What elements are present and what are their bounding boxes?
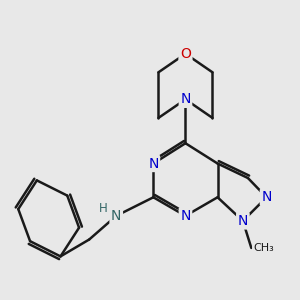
Text: N: N (238, 214, 248, 228)
Text: N: N (111, 209, 122, 223)
Text: CH₃: CH₃ (253, 243, 274, 253)
Text: N: N (261, 190, 272, 204)
Text: N: N (180, 209, 191, 223)
Text: N: N (148, 157, 159, 170)
Text: O: O (180, 47, 191, 61)
Text: N: N (180, 92, 191, 106)
Text: H: H (99, 202, 108, 215)
